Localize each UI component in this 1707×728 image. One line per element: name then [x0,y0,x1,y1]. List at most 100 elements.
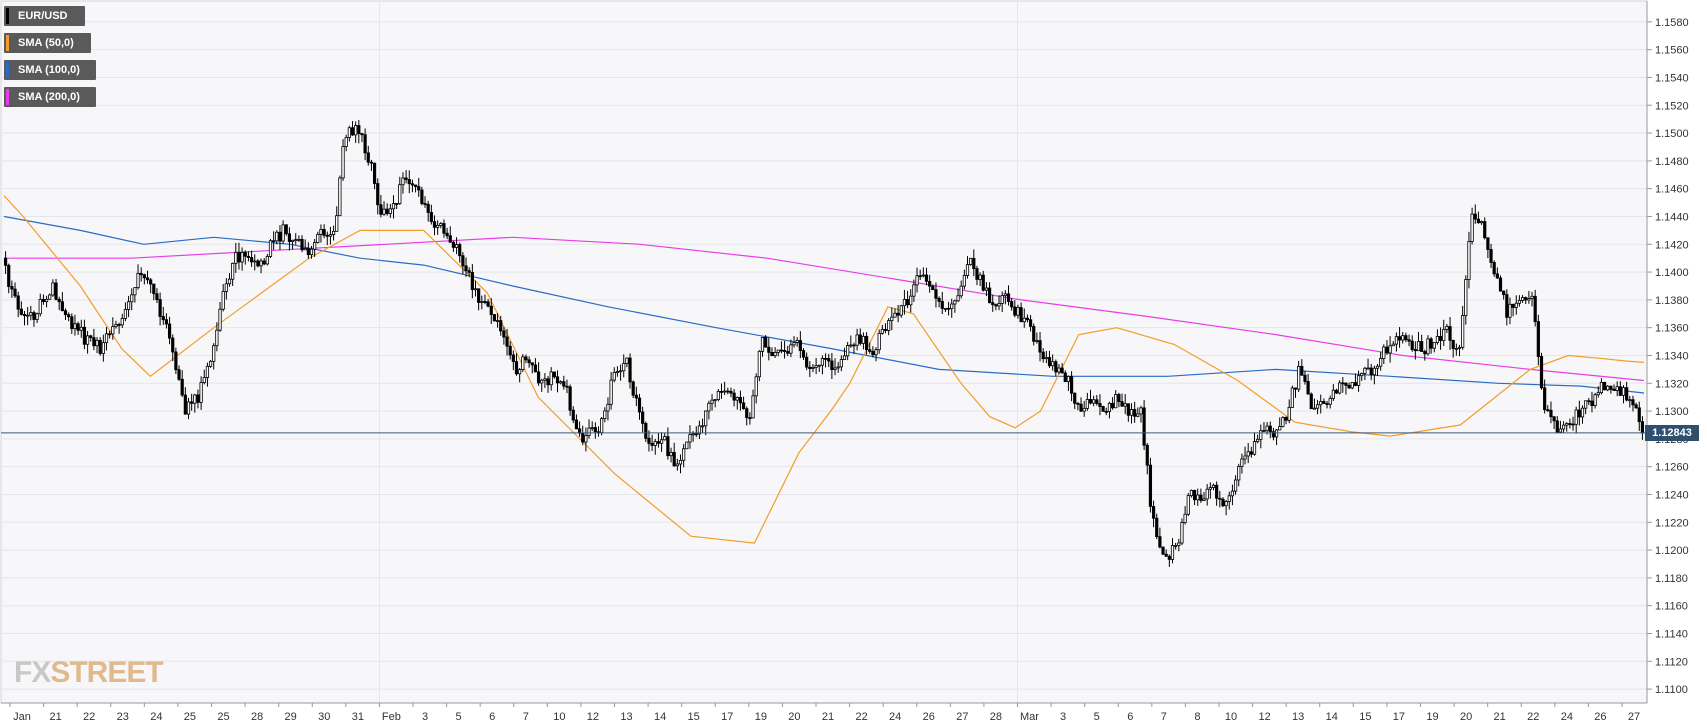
candle-body [741,402,746,410]
candle-body [855,334,859,346]
candle-body [1129,409,1134,416]
candle-body [205,365,210,378]
candle-body [145,277,150,281]
candle-body [849,344,853,347]
candle-body [1543,387,1547,411]
candle-body [319,228,323,235]
candle-body [1101,406,1105,412]
candle-body [240,252,244,263]
legend-item-eurusd[interactable]: EUR/USD [4,6,85,26]
candle-body [729,390,733,394]
candle-body [1246,451,1250,457]
candle-body [489,305,493,315]
candle-body [234,251,238,264]
candle-body [795,340,799,343]
candle-body [543,378,547,381]
candle-body [391,203,396,210]
candle-body [177,369,181,380]
candle-body [335,215,339,232]
candle-body [1508,303,1512,318]
candle-body [1249,451,1253,455]
candle-body [997,303,1001,307]
candle-body [123,309,128,319]
candle-body [98,339,102,354]
candle-body [350,127,355,136]
candle-body [1495,273,1499,279]
candle-body [700,425,705,428]
candle-body [464,265,468,272]
candle-body [814,365,818,368]
candle-body [366,152,370,163]
candle-body [347,127,351,138]
candle-body [546,378,550,386]
candle-body [644,423,648,439]
x-tick-label: 25 [217,711,229,723]
candle-body [615,370,620,373]
candle-body [890,316,894,322]
candle-body [1237,466,1241,481]
candle-body [473,288,478,291]
candle-body [530,362,534,366]
x-tick-label: 5 [1094,711,1100,723]
candle-body [1618,386,1622,396]
candle-body [1423,351,1427,355]
candle-body [1350,382,1354,389]
x-tick-label: 5 [456,711,462,723]
legend-item-sma-200[interactable]: SMA (200,0) [4,87,96,107]
candle-body [1555,420,1559,433]
candle-body [1432,342,1436,349]
candle-body [559,381,563,384]
candle-body [833,367,837,370]
candle-body [331,230,336,236]
candle-body [1435,335,1440,343]
candle-body [7,264,11,287]
grid [1,1,1647,703]
candle-body [1196,494,1200,501]
candle-body [470,272,474,290]
x-tick-label: 21 [49,711,61,723]
legend-item-sma-50[interactable]: SMA (50,0) [4,33,91,53]
candle-body [1621,387,1626,396]
candle-body [1142,407,1146,446]
candle-body [458,244,462,257]
candle-body [1126,403,1130,416]
candle-body [1221,498,1225,507]
candle-body [1167,555,1171,560]
candle-body [704,410,708,427]
legend-swatch [6,8,9,24]
candle-body [1584,400,1588,409]
candle-body [1539,356,1544,389]
x-tick-label: 8 [1194,711,1200,723]
candle-body [1054,361,1058,373]
candle-body [631,381,635,396]
candle-body [1470,213,1474,242]
y-tick-label: 1.1200 [1655,545,1689,557]
candle-body [1574,409,1578,425]
candle-body [682,448,686,461]
candle-body [108,333,112,336]
candle-body [1615,386,1619,391]
candle-body [89,335,93,339]
x-tick-label: 7 [1161,711,1167,723]
candle-body [1338,382,1342,394]
candle-body [142,274,146,279]
candle-body [1164,553,1168,557]
candle-body [981,274,985,291]
y-tick-label: 1.1420 [1655,239,1689,251]
candle-body [401,177,405,186]
candle-body [1019,307,1023,323]
candle-body [1145,444,1149,466]
candle-body [256,260,260,267]
candle-body [1461,315,1465,348]
candle-body [1120,401,1124,407]
candle-body [1215,484,1219,499]
legend-label: SMA (50,0) [18,37,74,49]
legend-item-sma-100[interactable]: SMA (100,0) [4,60,96,80]
candle-body [423,203,427,205]
candle-body [782,349,787,352]
candle-body [719,391,724,393]
candle-body [1000,295,1004,304]
y-tick-label: 1.1460 [1655,184,1689,196]
candle-body [921,274,925,277]
candle-body [672,451,676,467]
